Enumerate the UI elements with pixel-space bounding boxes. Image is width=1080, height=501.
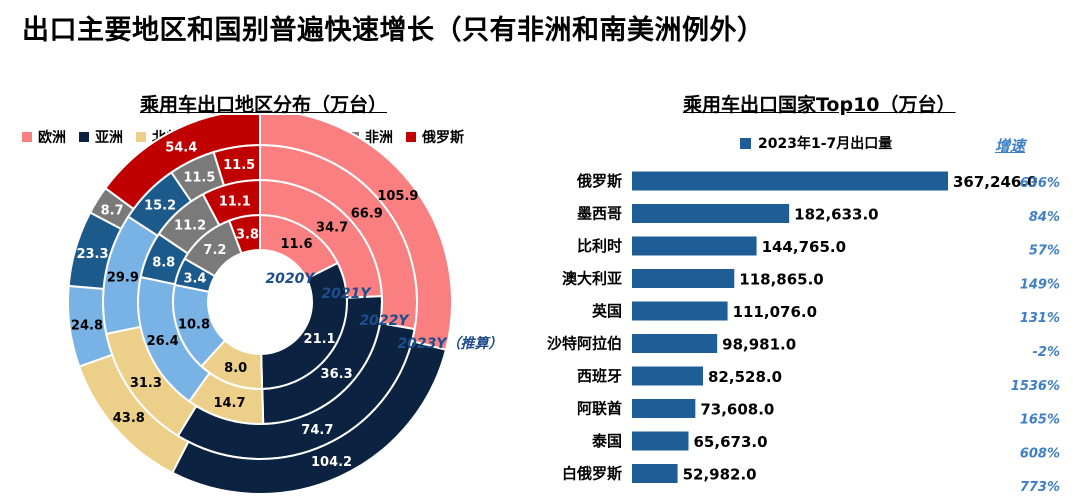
bar-value-label: 73,608.0 bbox=[700, 401, 774, 419]
bar bbox=[632, 301, 728, 321]
bar-category-label: 比利时 bbox=[577, 237, 622, 255]
bar-category-label: 澳大利亚 bbox=[562, 270, 622, 288]
bar-value-label: 367,246.0 bbox=[953, 173, 1037, 191]
donut-data-label: 34.7 bbox=[316, 220, 348, 235]
legend-swatch bbox=[406, 132, 416, 142]
bar-legend: 2023年1-7月出口量 bbox=[740, 133, 892, 153]
donut-data-label: 11.6 bbox=[280, 237, 312, 252]
bar bbox=[632, 269, 735, 288]
bar-category-label: 俄罗斯 bbox=[576, 172, 622, 190]
bar bbox=[632, 431, 689, 451]
bar bbox=[632, 236, 757, 256]
donut-data-label: 10.8 bbox=[178, 318, 210, 333]
donut-data-label: 105.9 bbox=[377, 189, 418, 204]
legend-swatch bbox=[79, 132, 89, 142]
donut-data-label: 11.2 bbox=[174, 218, 206, 233]
legend-swatch bbox=[136, 132, 146, 142]
bar bbox=[632, 464, 678, 483]
donut-data-label: 74.7 bbox=[301, 423, 333, 438]
legend-item: 亚洲 bbox=[79, 127, 123, 147]
bar bbox=[632, 204, 790, 223]
donut-data-label: 31.3 bbox=[130, 376, 162, 391]
bar-value-label: 82,528.0 bbox=[708, 368, 782, 386]
donut-data-label: 3.8 bbox=[236, 228, 259, 243]
bar-value-label: 98,981.0 bbox=[722, 336, 796, 354]
donut-data-label: 66.9 bbox=[351, 206, 383, 221]
donut-data-label: 8.8 bbox=[152, 255, 175, 270]
ring-year-label: 2020Y bbox=[265, 271, 316, 287]
bar-category-label: 阿联酋 bbox=[577, 400, 622, 418]
bar-category-label: 泰国 bbox=[591, 432, 622, 450]
donut-data-label: 15.2 bbox=[144, 199, 176, 214]
page-title: 出口主要地区和国别普遍快速增长（只有非洲和南美洲例外） bbox=[22, 15, 765, 46]
donut-data-label: 11.5 bbox=[183, 170, 215, 185]
donut-data-label: 104.2 bbox=[311, 455, 352, 470]
bar-value-label: 111,076.0 bbox=[733, 303, 817, 321]
growth-label: 131% bbox=[1020, 311, 1060, 326]
donut-data-label: 26.4 bbox=[147, 334, 179, 349]
donut-data-label: 43.8 bbox=[113, 411, 145, 426]
bar bbox=[632, 399, 696, 418]
growth-label: 608% bbox=[1020, 446, 1060, 461]
donut-data-label: 8.7 bbox=[101, 203, 124, 218]
donut-data-label: 14.7 bbox=[213, 396, 245, 411]
growth-header: 增速 bbox=[995, 137, 1026, 155]
bar-category-label: 墨西哥 bbox=[577, 205, 622, 223]
donut-data-label: 7.2 bbox=[203, 243, 226, 258]
legend-label: 俄罗斯 bbox=[422, 130, 464, 146]
donut-data-label: 54.4 bbox=[165, 140, 197, 155]
donut-segment bbox=[103, 115, 261, 211]
bar-legend-label: 2023年1-7月出口量 bbox=[758, 136, 893, 152]
donut-data-label: 24.8 bbox=[71, 319, 103, 334]
bar-category-label: 英国 bbox=[592, 302, 622, 320]
donut-data-label: 21.1 bbox=[304, 332, 336, 347]
bar-value-label: 118,865.0 bbox=[739, 271, 823, 289]
donut-data-label: 36.3 bbox=[321, 367, 353, 382]
donut-data-label: 11.1 bbox=[219, 195, 251, 210]
bar-category-label: 沙特阿拉伯 bbox=[547, 335, 622, 353]
ring-year-label: 2023Y（推算） bbox=[397, 335, 502, 352]
bar-value-label: 52,982.0 bbox=[683, 466, 757, 484]
bar-category-label: 白俄罗斯 bbox=[562, 465, 622, 483]
bar-value-label: 182,633.0 bbox=[794, 206, 878, 224]
legend-item: 俄罗斯 bbox=[406, 127, 464, 147]
legend-swatch bbox=[22, 132, 32, 142]
bar-value-label: 144,765.0 bbox=[762, 238, 846, 256]
ring-year-label: 2022Y bbox=[359, 313, 410, 329]
growth-label: 165% bbox=[1020, 413, 1060, 428]
donut-chart-title: 乘用车出口地区分布（万台） bbox=[140, 94, 388, 116]
bar bbox=[632, 334, 718, 353]
bar-legend-swatch bbox=[740, 137, 751, 149]
legend-label: 欧洲 bbox=[38, 130, 66, 146]
growth-label: 1536% bbox=[1011, 379, 1060, 394]
legend-label: 非洲 bbox=[365, 130, 393, 146]
growth-label: 636% bbox=[1020, 176, 1060, 191]
ring-year-label: 2021Y bbox=[321, 286, 372, 302]
bar bbox=[632, 366, 704, 386]
growth-label: 773% bbox=[1020, 480, 1060, 495]
bar bbox=[632, 171, 948, 191]
growth-label: 149% bbox=[1020, 277, 1060, 292]
bar-chart-title: 乘用车出口国家Top10（万台） bbox=[683, 94, 956, 116]
donut-chart: 11.6 21.1 8.0 10.8 3.4 7.2 3.8 34.7 36.3 14.7 26.4… bbox=[67, 115, 503, 495]
bar-value-label: 65,673.0 bbox=[694, 433, 768, 451]
bar-category-label: 西班牙 bbox=[577, 367, 622, 385]
donut-data-label: 23.3 bbox=[76, 247, 108, 262]
legend-item: 欧洲 bbox=[22, 127, 66, 147]
growth-label: 57% bbox=[1029, 244, 1060, 259]
donut-data-label: 8.0 bbox=[224, 361, 247, 376]
growth-label: -2% bbox=[1033, 345, 1060, 360]
legend-label: 亚洲 bbox=[95, 130, 123, 146]
donut-data-label: 29.9 bbox=[107, 270, 139, 285]
donut-data-label: 3.4 bbox=[183, 272, 206, 287]
donut-data-label: 11.5 bbox=[223, 158, 255, 173]
growth-label: 84% bbox=[1029, 210, 1060, 225]
